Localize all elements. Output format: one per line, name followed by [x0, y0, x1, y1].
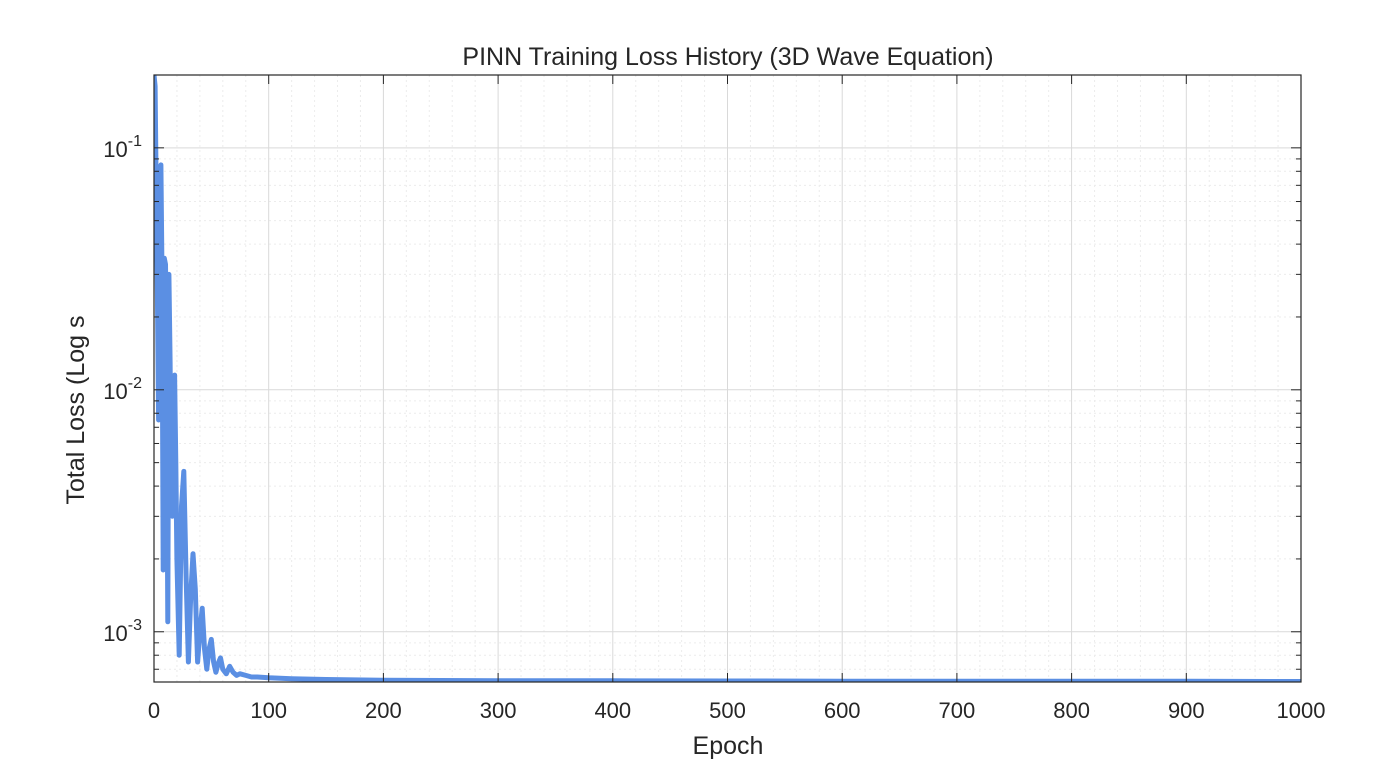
x-tick-label: 0 — [148, 698, 160, 723]
grid-lines — [154, 75, 1301, 682]
x-tick-label: 200 — [365, 698, 402, 723]
y-tick-label: 10-1 — [103, 133, 142, 162]
x-tick-label: 900 — [1168, 698, 1205, 723]
y-tick-label: 10-3 — [103, 617, 142, 646]
x-tick-labels: 0 100 200 300 400 500 600 700 800 900 1000 — [148, 698, 1326, 723]
x-tick-label: 700 — [939, 698, 976, 723]
x-tick-label: 100 — [250, 698, 287, 723]
x-tick-label: 400 — [594, 698, 631, 723]
x-tick-label: 500 — [709, 698, 746, 723]
x-tick-label: 600 — [824, 698, 861, 723]
y-axis-label: Total Loss (Log s — [62, 316, 90, 505]
tick-marks — [153, 75, 1302, 682]
x-tick-label: 1000 — [1277, 698, 1326, 723]
loss-series-line — [154, 75, 1301, 682]
x-axis-label: Epoch — [693, 732, 764, 760]
y-tick-labels: 10-3 10-2 10-1 — [103, 133, 142, 646]
chart-title: PINN Training Loss History (3D Wave Equa… — [462, 43, 993, 71]
plot-area — [154, 75, 1301, 682]
y-tick-label: 10-2 — [103, 375, 142, 404]
x-tick-label: 800 — [1053, 698, 1090, 723]
x-tick-label: 300 — [480, 698, 517, 723]
